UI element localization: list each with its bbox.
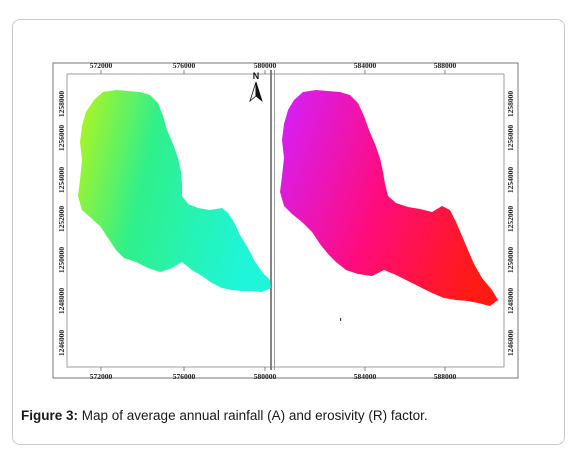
tick-right-1254000: 1254000 — [506, 167, 515, 194]
tick-left-1256000: 1256000 — [57, 125, 66, 152]
tick-bottom-580000: 580000 — [254, 372, 277, 381]
north-label: N — [253, 71, 260, 81]
tick-left-1258000: 1258000 — [57, 91, 66, 118]
tick-right-1256000: 1256000 — [506, 125, 515, 152]
tick-left-1250000: 1250000 — [57, 247, 66, 274]
top-tick-marks — [100, 70, 446, 371]
figure-caption: Figure 3: Map of average annual rainfall… — [21, 408, 551, 423]
tick-top-572000: 572000 — [90, 61, 113, 70]
tick-right-1252000: 1252000 — [506, 206, 515, 233]
tick-top-580000: 580000 — [254, 61, 277, 70]
tick-bottom-572000: 572000 — [90, 372, 113, 381]
tick-left-1252000: 1252000 — [57, 206, 66, 233]
caption-label: Figure 3: — [21, 408, 79, 423]
tick-bottom-584000: 584000 — [354, 372, 377, 381]
tick-right-1258000: 1258000 — [506, 91, 515, 118]
tick-left-1248000: 1248000 — [57, 288, 66, 315]
tick-right-1246000: 1246000 — [506, 330, 515, 357]
caption-text: Map of average annual rainfall (A) and e… — [78, 408, 428, 423]
tick-bottom-576000: 576000 — [173, 372, 196, 381]
tick-right-1248000: 1248000 — [506, 288, 515, 315]
tick-right-1250000: 1250000 — [506, 247, 515, 274]
tick-top-584000: 584000 — [354, 61, 377, 70]
map-dot — [340, 318, 342, 321]
tick-left-1246000: 1246000 — [57, 330, 66, 357]
tick-top-576000: 576000 — [173, 61, 196, 70]
tick-left-1254000: 1254000 — [57, 167, 66, 194]
rainfall-map-a — [78, 90, 271, 292]
north-arrow-icon — [249, 81, 263, 103]
tick-bottom-588000: 588000 — [434, 372, 457, 381]
map-frame-outer — [52, 62, 519, 379]
tick-top-588000: 588000 — [434, 61, 457, 70]
erosivity-map-r — [280, 90, 498, 306]
